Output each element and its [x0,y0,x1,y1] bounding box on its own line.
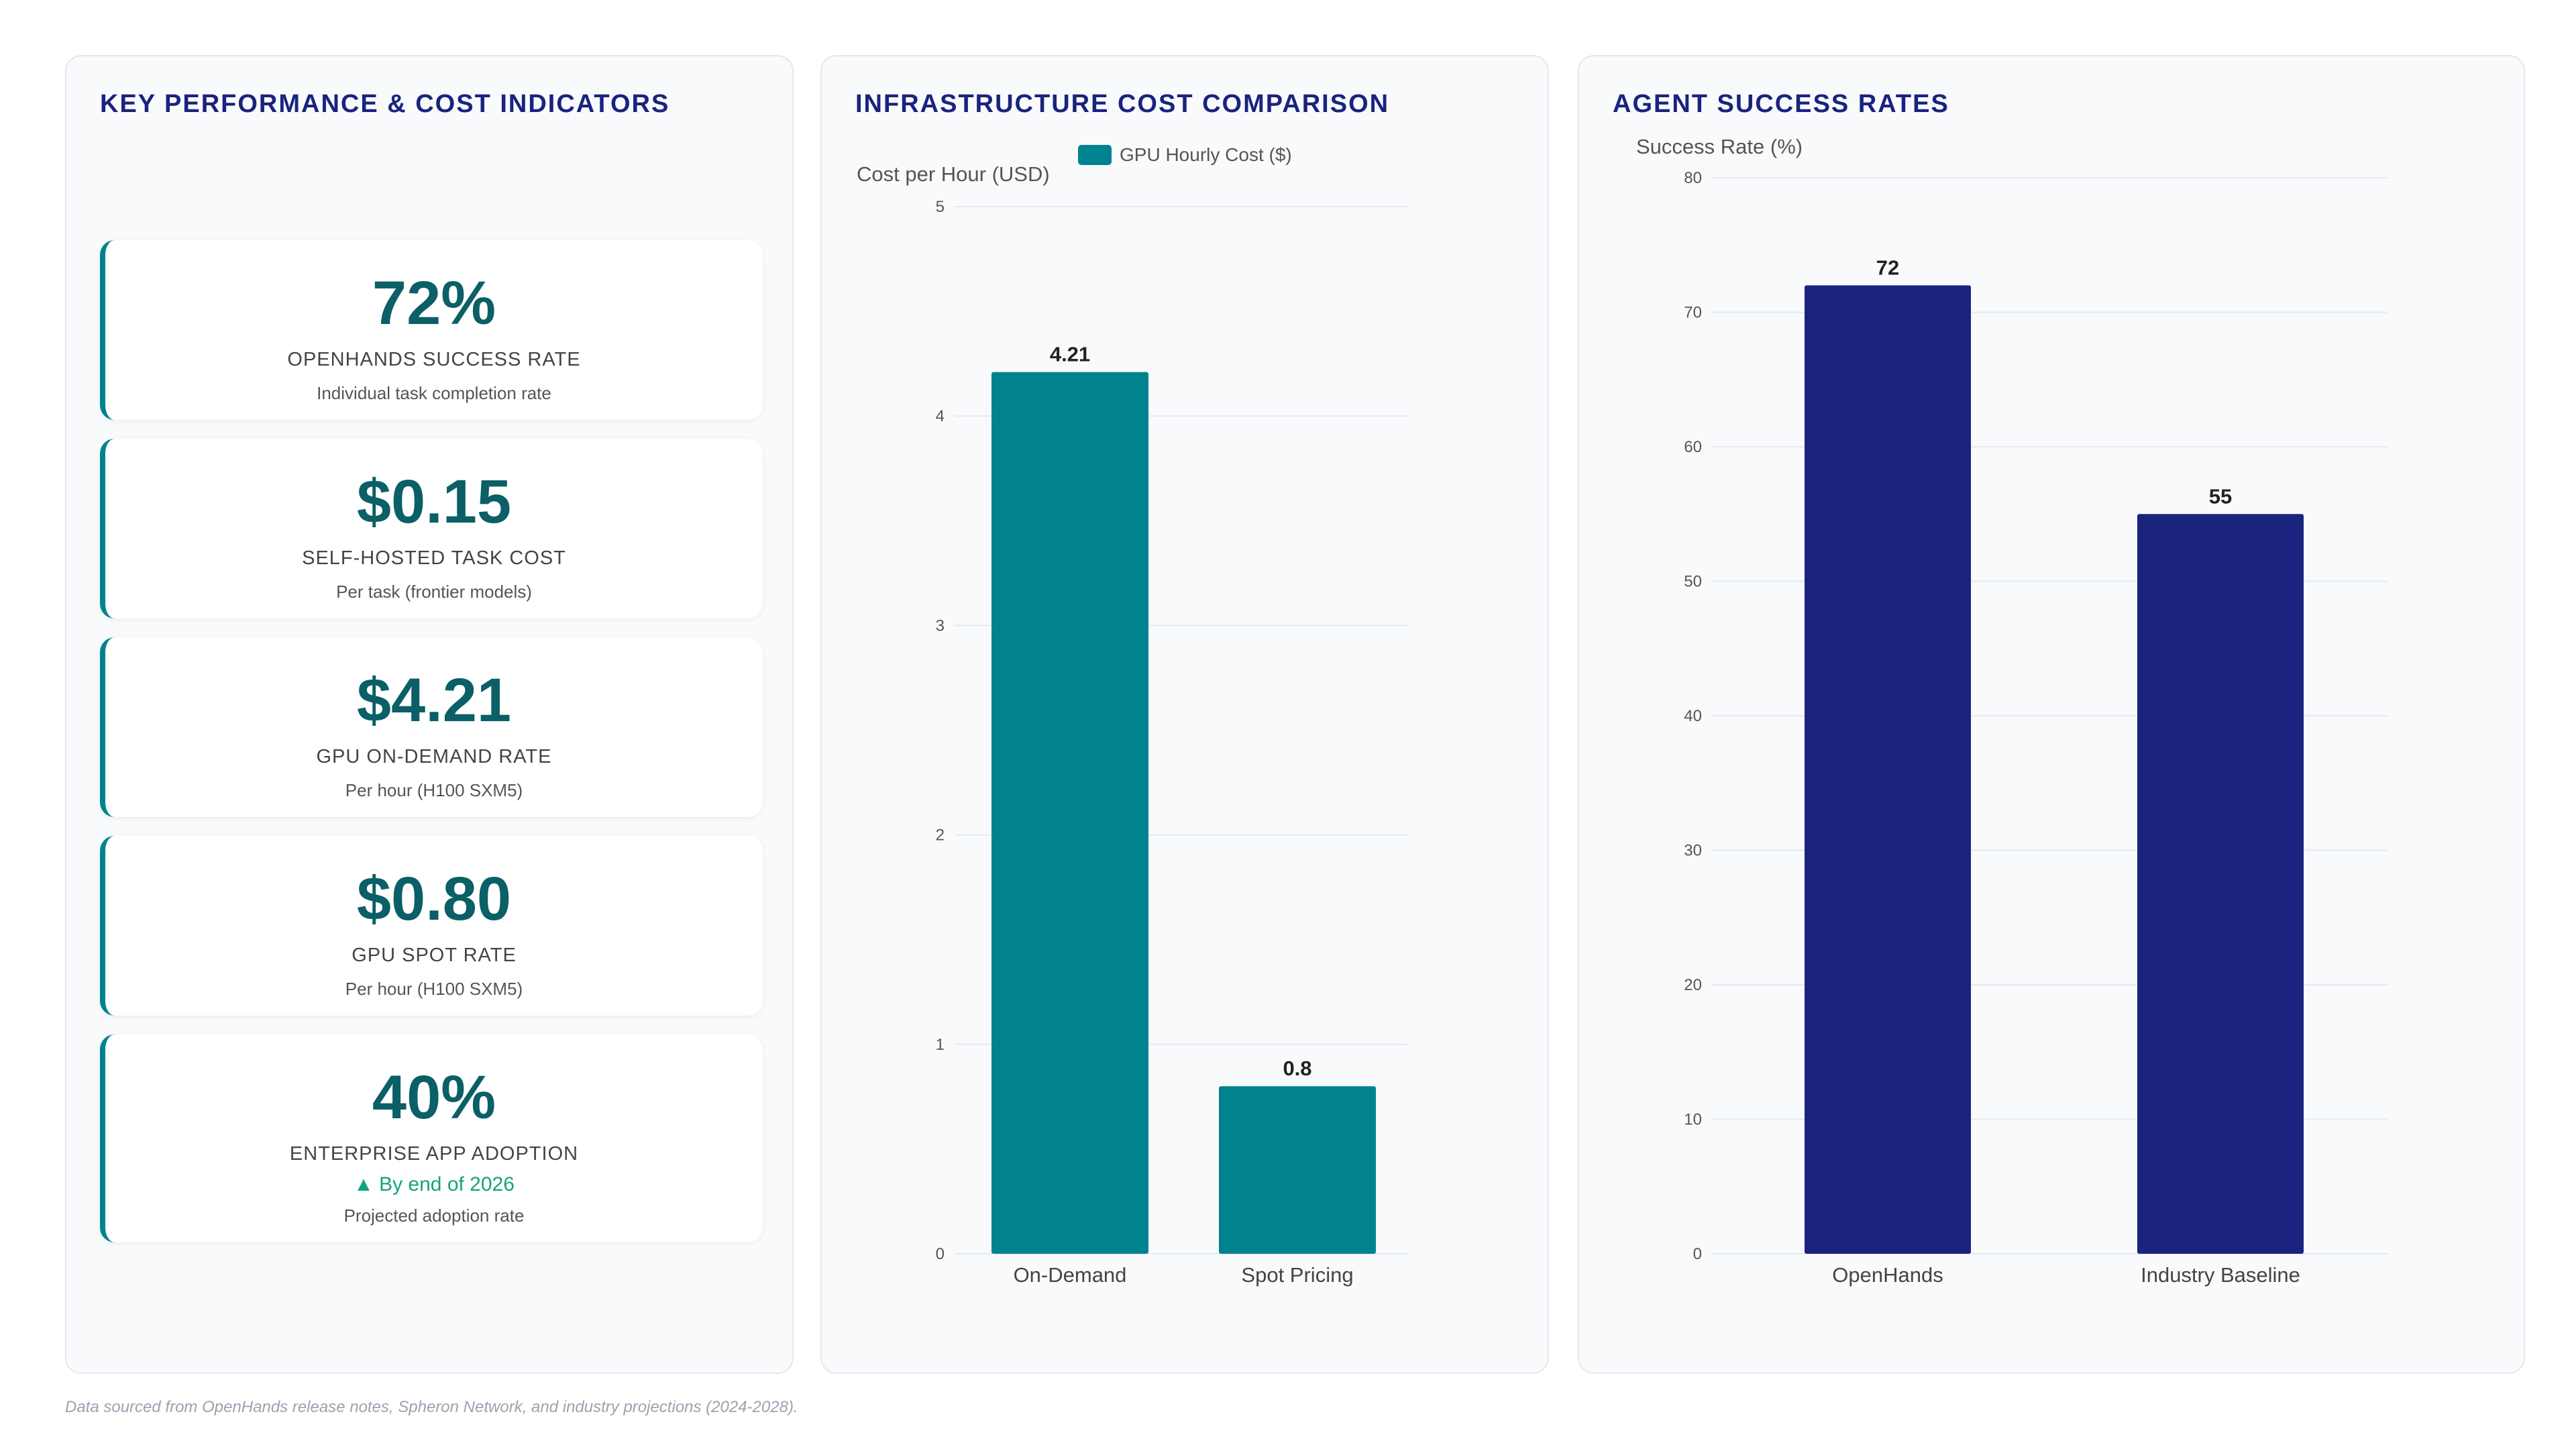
y-tick-label: 80 [1684,169,1702,187]
y-tick-label: 10 [1684,1111,1702,1129]
kpi-label: OPENHANDS SUCCESS RATE [287,349,581,370]
bar-openhands [1805,285,1971,1254]
kpi-card-spot-rate: $0.80 GPU SPOT RATE Per hour (H100 SXM5) [100,836,763,1016]
kpi-label: ENTERPRISE APP ADOPTION [289,1143,579,1165]
y-tick-label: 2 [936,826,945,845]
legend-swatch [1078,145,1112,165]
y-tick-label: 40 [1684,707,1702,725]
kpi-card-task-cost: $0.15 SELF-HOSTED TASK COST Per task (fr… [100,439,763,619]
y-tick-label: 30 [1684,842,1702,860]
y-tick-label: 0 [1693,1245,1702,1263]
kpi-value: $0.15 [356,468,512,536]
kpi-label: GPU ON-DEMAND RATE [316,746,552,767]
infra-panel-title: INFRASTRUCTURE COST COMPARISON [855,90,1390,118]
kpi-label: SELF-HOSTED TASK COST [302,547,566,569]
bar-data-label: 0.8 [1283,1057,1311,1080]
kpi-card-success-rate: 72% OPENHANDS SUCCESS RATE Individual ta… [100,240,763,420]
infra-cost-panel: INFRASTRUCTURE COST COMPARISON Cost per … [820,55,1549,1374]
y-tick-label: 5 [936,198,945,216]
bar-data-label: 55 [2209,484,2232,508]
y-axis-title: Cost per Hour (USD) [857,162,1050,186]
kpi-value: 72% [372,269,496,337]
agent-success-panel: AGENT SUCCESS RATES Success Rate (%) 0 10 2… [1578,55,2525,1374]
y-tick-label: 50 [1684,573,1702,591]
kpi-value: 40% [372,1063,496,1132]
agent-success-chart: Success Rate (%) 0 10 20 30 40 50 60 70 80 72 OpenH… [1636,135,2387,1287]
bar-data-label: 4.21 [1050,343,1090,366]
y-tick-label: 0 [936,1245,945,1263]
kpi-subtext: Per task (frontier models) [336,582,532,602]
bar-data-label: 72 [1876,256,1899,279]
kpi-trend-up: ▲ By end of 2026 [354,1173,515,1195]
y-tick-label: 60 [1684,438,1702,456]
bar-on-demand [991,372,1148,1254]
kpi-card-on-demand-rate: $4.21 GPU ON-DEMAND RATE Per hour (H100 … [100,637,763,817]
bar-spot-pricing [1219,1086,1376,1254]
y-tick-label: 20 [1684,976,1702,994]
y-tick-label: 3 [936,616,945,635]
kpi-value: $0.80 [356,865,512,933]
y-tick-label: 1 [936,1036,945,1054]
kpi-panel-title: KEY PERFORMANCE & COST INDICATORS [100,90,670,118]
bar-industry-baseline [2137,514,2304,1254]
kpi-label: GPU SPOT RATE [352,945,517,966]
footnote: Data sourced from OpenHands release note… [65,1398,798,1416]
y-tick-label: 4 [936,407,945,425]
agent-panel-title: AGENT SUCCESS RATES [1613,90,1949,118]
x-category-label: On-Demand [1014,1263,1127,1287]
kpi-value: $4.21 [356,666,512,735]
kpi-subtext: Per hour (H100 SXM5) [345,979,523,999]
kpi-subtext: Individual task completion rate [317,383,551,403]
kpi-card-enterprise-adoption: 40% ENTERPRISE APP ADOPTION ▲ By end of … [100,1034,763,1242]
x-category-label: Industry Baseline [2141,1263,2300,1287]
y-axis-title: Success Rate (%) [1636,135,1803,158]
kpi-panel: KEY PERFORMANCE & COST INDICATORS 72% OP… [65,55,794,1374]
x-category-label: OpenHands [1832,1263,1943,1287]
kpi-subtext: Per hour (H100 SXM5) [345,780,523,800]
kpi-subtext: Projected adoption rate [343,1205,525,1226]
legend: GPU Hourly Cost ($) [1078,144,1292,165]
x-category-label: Spot Pricing [1241,1263,1353,1287]
infra-cost-chart: Cost per Hour (USD) 0 1 2 3 4 5 GPU Hourly Cost… [857,144,1409,1287]
y-tick-label: 70 [1684,304,1702,322]
legend-label: GPU Hourly Cost ($) [1120,144,1292,165]
